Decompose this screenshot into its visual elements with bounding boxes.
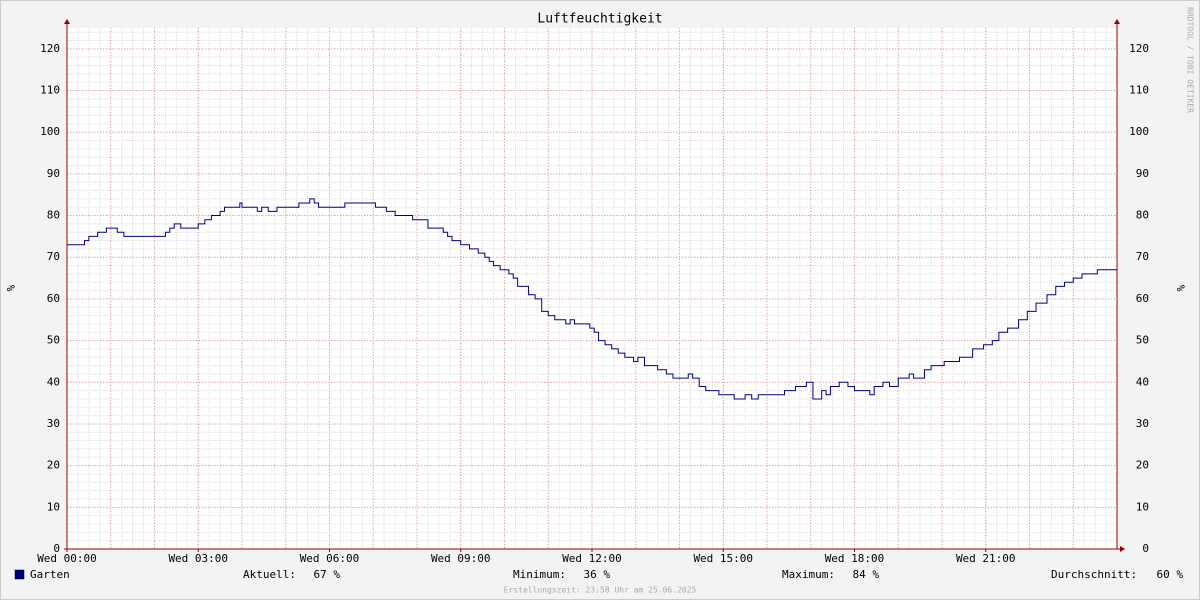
legend-swatch bbox=[14, 569, 25, 580]
y-tick-label-right: 40 bbox=[1136, 375, 1149, 388]
chart-title: Luftfeuchtigkeit bbox=[537, 12, 662, 27]
axis-arrow bbox=[1114, 19, 1120, 24]
x-tick-label: Wed 18:00 bbox=[825, 552, 885, 565]
y-tick-label: 80 bbox=[47, 209, 60, 222]
y-tick-label-right: 60 bbox=[1136, 292, 1149, 305]
footer: Erstellungszeit: 23:58 Uhr am 25.06.2025 bbox=[504, 586, 697, 595]
x-tick-label: Wed 00:00 bbox=[37, 552, 97, 565]
y-tick-label: 70 bbox=[47, 250, 60, 263]
y-tick-label: 100 bbox=[40, 125, 60, 138]
x-tick-label: Wed 12:00 bbox=[562, 552, 622, 565]
data-line bbox=[67, 198, 1117, 400]
stat-label: Minimum: bbox=[513, 568, 566, 581]
y-tick-label-right: 70 bbox=[1136, 250, 1149, 263]
y-tick-label: 120 bbox=[40, 42, 60, 55]
axis-arrow bbox=[1120, 546, 1125, 552]
x-tick-label: Wed 21:00 bbox=[956, 552, 1016, 565]
y-tick-label: 50 bbox=[47, 334, 60, 347]
y-tick-label-right: 80 bbox=[1136, 209, 1149, 222]
legend-label: Garten bbox=[30, 568, 70, 581]
x-tick-label: Wed 03:00 bbox=[168, 552, 228, 565]
y-axis-label: % bbox=[4, 285, 17, 292]
x-tick-label: Wed 15:00 bbox=[693, 552, 753, 565]
y-tick-label-right: 0 bbox=[1142, 542, 1149, 555]
stat-label: Durchschnitt: bbox=[1051, 568, 1137, 581]
y-tick-label: 30 bbox=[47, 417, 60, 430]
y-tick-label-right: 50 bbox=[1136, 334, 1149, 347]
stat-value: 60 % bbox=[1157, 568, 1184, 581]
side-text: RRDTOOL / TOBI OETIKER bbox=[1186, 7, 1195, 113]
y-tick-label: 0 bbox=[53, 542, 60, 555]
stat-label: Maximum: bbox=[782, 568, 835, 581]
y-tick-label: 20 bbox=[47, 459, 60, 472]
stat-value: 36 % bbox=[584, 568, 611, 581]
y-tick-label-right: 30 bbox=[1136, 417, 1149, 430]
y-tick-label-right: 100 bbox=[1129, 125, 1149, 138]
y-tick-label: 10 bbox=[47, 500, 60, 513]
axis-arrow bbox=[64, 19, 70, 24]
y-tick-label: 90 bbox=[47, 167, 60, 180]
stat-value: 67 % bbox=[314, 568, 341, 581]
y-tick-label: 60 bbox=[47, 292, 60, 305]
y-tick-label-right: 10 bbox=[1136, 500, 1149, 513]
x-tick-label: Wed 06:00 bbox=[300, 552, 360, 565]
y-tick-label: 40 bbox=[47, 375, 60, 388]
y-tick-label: 110 bbox=[40, 84, 60, 97]
stat-value: 84 % bbox=[853, 568, 880, 581]
y-tick-label-right: 90 bbox=[1136, 167, 1149, 180]
stat-label: Aktuell: bbox=[243, 568, 296, 581]
y-tick-label-right: 110 bbox=[1129, 84, 1149, 97]
y-axis-label-right: % bbox=[1174, 285, 1187, 292]
y-tick-label-right: 120 bbox=[1129, 42, 1149, 55]
y-tick-label-right: 20 bbox=[1136, 459, 1149, 472]
x-tick-label: Wed 09:00 bbox=[431, 552, 491, 565]
